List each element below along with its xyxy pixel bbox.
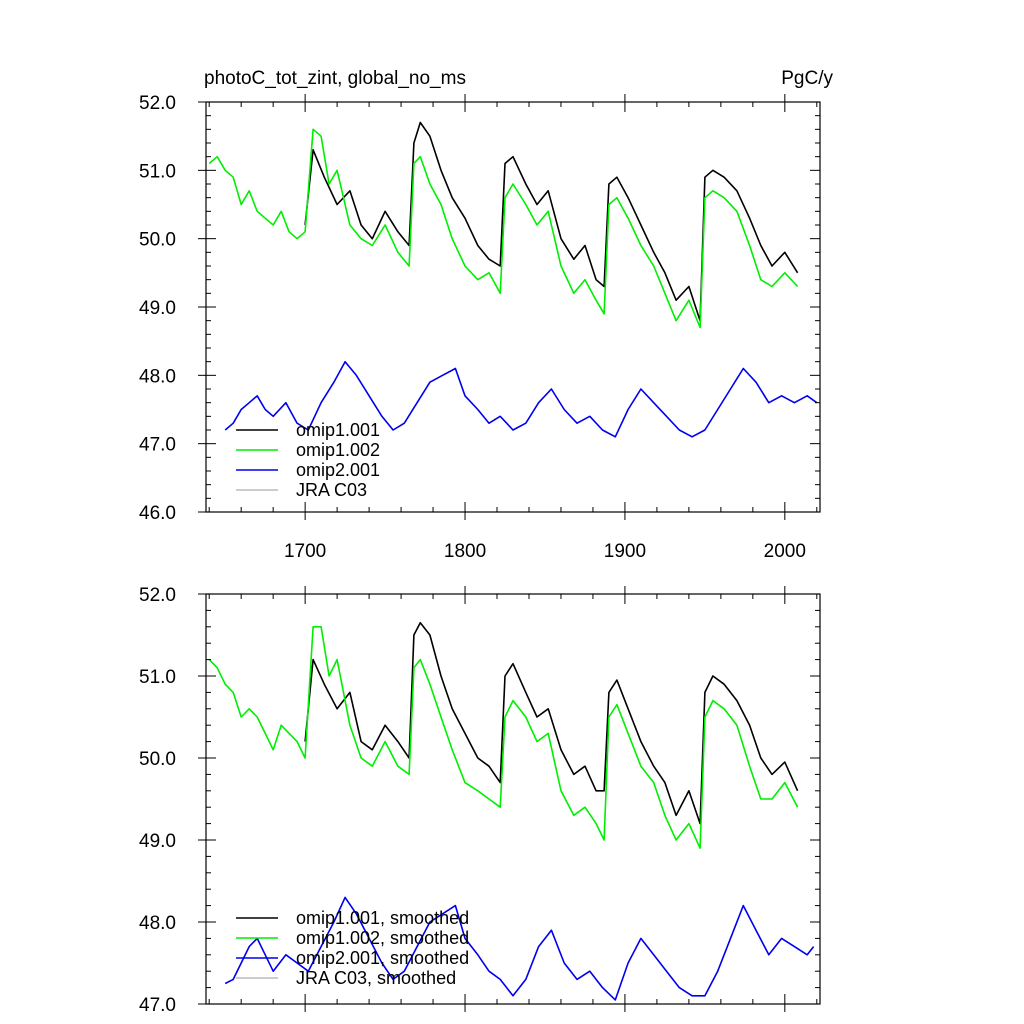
y-tick-label: 49.0 [139,831,176,852]
series-line-3 [224,896,815,1001]
y-tick-label: 48.0 [139,366,176,387]
series-line-2 [208,625,799,850]
y-tick-label: 47.0 [139,995,176,1016]
y-tick-label: 46.0 [139,503,176,524]
y-tick-label: 52.0 [139,585,176,606]
legend-label: omip1.002 [296,440,380,460]
legend-label: JRA C03, smoothed [296,968,456,988]
y-tick-label: 50.0 [139,749,176,770]
legend-label: omip1.002, smoothed [296,928,469,948]
legend-label: omip2.001, smoothed [296,948,469,968]
y-tick-label: 48.0 [139,913,176,934]
y-tick-label: 51.0 [139,667,176,688]
bottom-panel: 47.0 48.0 49.0 50.0 51.0 52.0 omip1.001, smoot… [139,585,821,1016]
top-panel: 46.0 47.0 48.0 49.0 50.0 51.0 52.0 1700 1800 1900… [139,93,821,562]
x-tick-label: 2000 [764,541,806,562]
y-tick-label: 47.0 [139,435,176,456]
series-line-1 [304,621,799,825]
series-line-2 [208,128,799,329]
plot-frame [205,593,821,1005]
x-tick-label: 1900 [604,541,646,562]
y-tick-label: 51.0 [139,161,176,182]
legend-label: omip1.001, smoothed [296,908,469,928]
y-tick-label: 50.0 [139,230,176,251]
y-tick-label: 49.0 [139,298,176,319]
x-tick-label: 1700 [284,541,326,562]
x-tick-label: 1800 [444,541,486,562]
y-tick-label: 52.0 [139,93,176,114]
series-line-3 [224,360,818,438]
units-label: PgC/y [781,68,833,89]
legend-label: JRA C03 [296,480,367,500]
legend-label: omip1.001 [296,420,380,440]
legend-label: omip2.001 [296,460,380,480]
chart-title: photoC_tot_zint, global_no_ms [204,68,466,89]
series-line-1 [304,121,799,322]
